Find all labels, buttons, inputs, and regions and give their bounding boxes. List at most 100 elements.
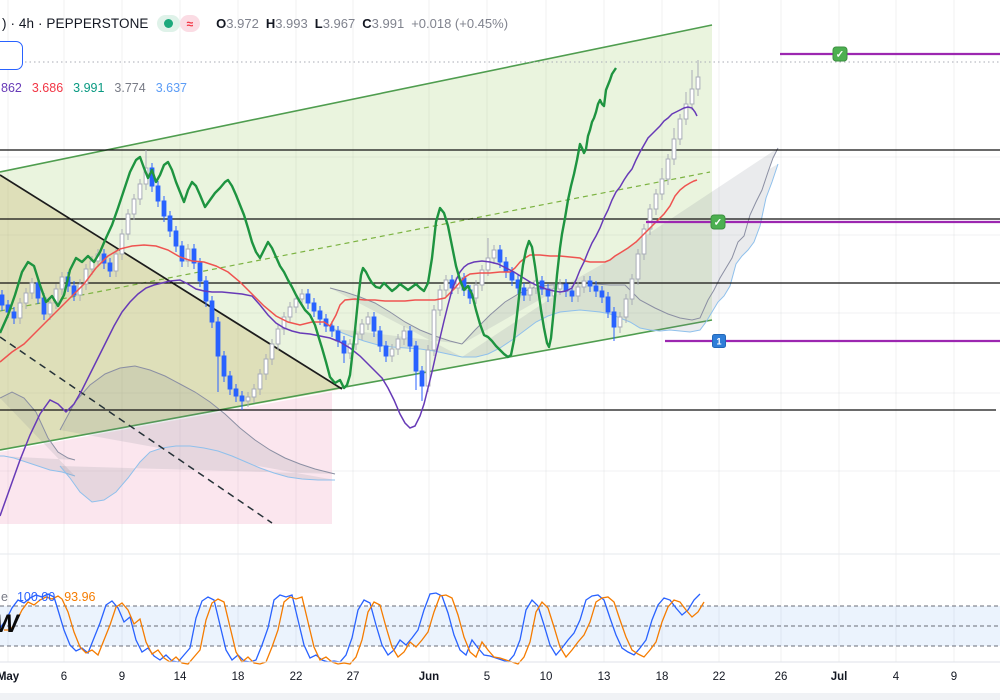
cloud-top-border xyxy=(0,391,76,461)
candle-body xyxy=(617,316,623,328)
stochastic-legend: e 100.00 93.96 xyxy=(1,590,95,604)
candle-body xyxy=(575,286,581,297)
stoch-k-line xyxy=(0,592,701,663)
candle-body xyxy=(281,316,287,330)
candle-body xyxy=(491,249,497,259)
x-axis-label[interactable]: May xyxy=(0,671,20,683)
indicator-value[interactable]: 3.991 xyxy=(73,81,105,95)
market-open-dot-icon xyxy=(163,19,173,28)
x-axis-label[interactable]: 27 xyxy=(347,671,360,683)
x-axis-label[interactable]: 9 xyxy=(119,671,125,683)
candle-body xyxy=(83,268,89,285)
x-axis-label[interactable]: 5 xyxy=(484,671,490,683)
candle-body xyxy=(155,185,161,202)
candle-body xyxy=(245,396,251,402)
candle-body xyxy=(59,276,65,290)
candle-body xyxy=(557,283,563,290)
x-axis-label[interactable]: 9 xyxy=(951,671,957,683)
x-axis-label[interactable]: 10 xyxy=(540,671,553,683)
x-axis-label[interactable]: Jul xyxy=(831,671,848,683)
candle-body xyxy=(593,285,599,292)
stochastic-d-value: 93.96 xyxy=(64,590,96,604)
candle-body xyxy=(125,213,131,235)
high-label: H xyxy=(265,16,276,31)
watermark-text: W xyxy=(0,610,19,639)
x-axis-label[interactable]: Jun xyxy=(419,671,439,683)
candle-body xyxy=(257,373,263,390)
candle-body xyxy=(191,248,197,264)
candle-body xyxy=(263,358,269,375)
close-label: C xyxy=(362,16,372,31)
x-axis-label[interactable]: 6 xyxy=(61,671,67,683)
candle-body xyxy=(599,290,605,298)
pink-pattern-region xyxy=(0,392,332,524)
candle-body xyxy=(131,198,137,215)
x-axis-label[interactable]: 13 xyxy=(598,671,611,683)
alert-count-badge[interactable] xyxy=(712,334,726,348)
cloud-fill xyxy=(0,392,75,476)
delayed-data-badge[interactable]: ≈ xyxy=(179,15,201,32)
high-value: 3.993 xyxy=(275,16,308,31)
candle-body xyxy=(359,323,365,335)
indicator-value[interactable]: 3.774 xyxy=(114,81,146,95)
candle-body xyxy=(509,271,515,281)
candle-body xyxy=(275,328,281,345)
ohlc-readout: O3.972 H3.993 L3.967 C3.991 +0.018 (+0.4… xyxy=(216,16,508,31)
candle-body xyxy=(251,388,257,398)
candle-body xyxy=(299,293,305,300)
alert-check-badge[interactable] xyxy=(710,214,726,230)
channel-top-line xyxy=(0,24,713,173)
x-axis-label[interactable]: 22 xyxy=(713,671,726,683)
candle-body xyxy=(167,215,173,232)
x-axis-label[interactable]: 14 xyxy=(174,671,187,683)
candle-body xyxy=(689,88,695,105)
candle-body xyxy=(497,249,503,263)
alert-check-badge[interactable] xyxy=(832,46,848,62)
candle-body xyxy=(641,228,647,255)
candle-body xyxy=(443,279,449,291)
candle-body xyxy=(17,302,23,319)
candle-body xyxy=(473,284,479,299)
candle-body xyxy=(287,306,293,318)
open-label: O xyxy=(216,16,227,31)
indicator-value[interactable]: 3.686 xyxy=(31,81,64,95)
indicator-value[interactable]: 862 xyxy=(1,81,22,95)
x-axis-label[interactable]: 26 xyxy=(775,671,788,683)
x-axis-label[interactable]: 18 xyxy=(656,671,669,683)
beige-wedge-region xyxy=(0,175,342,450)
cloud-top-border xyxy=(59,365,336,475)
check-icon: ✓ xyxy=(714,218,722,229)
drawing-tool-button[interactable] xyxy=(0,41,23,70)
close-value: 3.991 xyxy=(371,16,405,31)
candle-body xyxy=(47,302,53,315)
candle-body xyxy=(269,343,275,360)
channel-bottom-line xyxy=(0,319,713,451)
candle-body xyxy=(137,183,143,200)
x-axis-label[interactable]: 4 xyxy=(893,671,900,683)
candle-body xyxy=(659,178,665,195)
green-overlay-line xyxy=(0,67,617,390)
candle-body xyxy=(413,345,419,372)
candle-body xyxy=(671,138,677,160)
x-axis-label[interactable]: 18 xyxy=(232,671,245,683)
stochastic-label[interactable]: e xyxy=(1,590,8,604)
symbol-title[interactable]: ) · 4h · PEPPERSTONE xyxy=(2,16,149,31)
candle-body xyxy=(395,338,401,350)
cloud-top-border xyxy=(329,287,463,345)
indicator-value[interactable]: 3.637 xyxy=(155,81,187,95)
stochastic-k-value: 100.00 xyxy=(16,590,56,604)
candle-body xyxy=(335,330,341,342)
low-label: L xyxy=(314,16,323,31)
candle-body xyxy=(341,340,347,354)
market-status-badge[interactable] xyxy=(156,15,180,32)
candle-body xyxy=(173,230,179,247)
purple-indicator-line xyxy=(0,106,698,517)
candle-body xyxy=(239,395,245,402)
x-axis-label[interactable]: 22 xyxy=(290,671,303,683)
candle-body xyxy=(221,355,227,377)
bottom-strip xyxy=(0,693,1000,700)
candle-body xyxy=(29,282,35,294)
candle-body xyxy=(383,345,389,357)
low-value: 3.967 xyxy=(322,16,356,31)
